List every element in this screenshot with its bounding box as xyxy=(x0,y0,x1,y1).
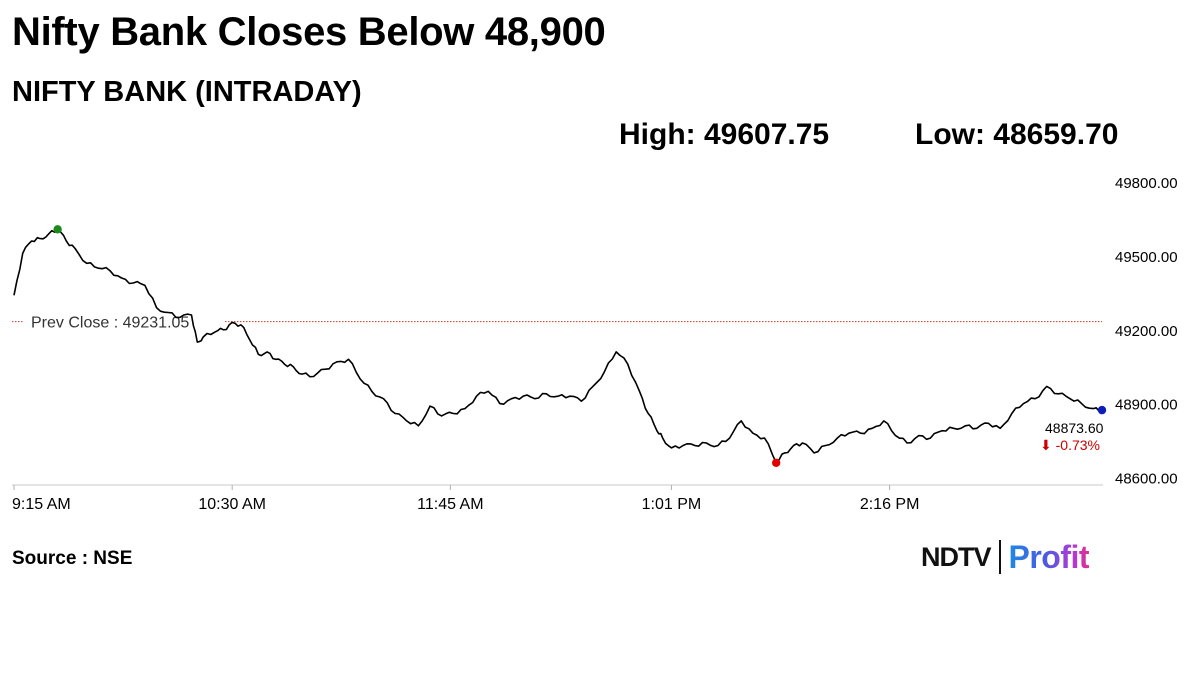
x-tick-label: 11:45 AM xyxy=(417,496,483,513)
x-tick-label: 10:30 AM xyxy=(198,496,266,513)
logo-product: Profit xyxy=(1008,538,1090,575)
prev-close-label: Prev Close : 49231.05 xyxy=(31,315,189,332)
logo-divider xyxy=(998,540,1001,574)
x-tick-label: 2:16 PM xyxy=(860,496,920,513)
markers-group: 48873.60⬇ -0.73% xyxy=(53,225,1107,467)
y-tick-label: 49500.00 xyxy=(1115,249,1178,266)
low-marker xyxy=(771,458,781,467)
logo-brand: NDTV xyxy=(921,541,991,572)
day-high-stat: High: 49607.75 xyxy=(619,118,830,151)
y-tick-label: 49800.00 xyxy=(1115,175,1178,192)
series-group xyxy=(13,228,1103,464)
headline: Nifty Bank Closes Below 48,900 xyxy=(12,10,606,54)
change-percent-label: ⬇ -0.73% xyxy=(1040,437,1100,453)
series-line xyxy=(13,228,1103,464)
x-axis: 9:15 AM 10:30 AM 11:45 AM 1:01 PM 2:16 PM xyxy=(12,484,1103,513)
chart-subtitle: NIFTY BANK (INTRADAY) xyxy=(12,76,362,108)
ndtv-profit-logo: NDTV Profit xyxy=(921,537,1090,577)
last-price-marker xyxy=(1097,405,1107,415)
intraday-line-chart: 49800.00 49500.00 49200.00 48900.00 48600.00… xyxy=(12,175,1178,513)
last-price-label: 48873.60 xyxy=(1045,420,1104,436)
high-marker xyxy=(53,225,62,234)
x-tick-label: 1:01 PM xyxy=(642,496,702,513)
day-low-stat: Low: 48659.70 xyxy=(915,118,1119,151)
source-note: Source : NSE xyxy=(12,548,133,569)
y-axis-ticks: 49800.00 49500.00 49200.00 48900.00 48600.00 xyxy=(1115,175,1178,488)
y-tick-label: 48900.00 xyxy=(1115,397,1178,414)
y-tick-label: 49200.00 xyxy=(1115,323,1178,340)
x-tick-label: 9:15 AM xyxy=(12,496,71,513)
prev-close-group: Prev Close : 49231.05 xyxy=(12,310,1102,333)
y-tick-label: 48600.00 xyxy=(1115,471,1178,488)
